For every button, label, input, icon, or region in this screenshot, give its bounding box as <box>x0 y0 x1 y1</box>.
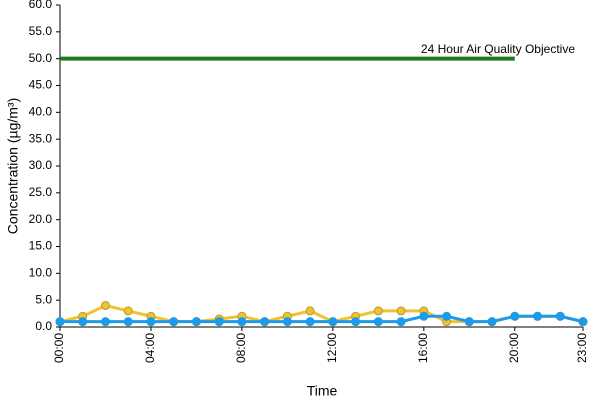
point <box>396 317 406 327</box>
point <box>396 306 406 316</box>
y-tick-label: 40.0 <box>29 105 53 119</box>
point <box>214 317 224 327</box>
point <box>55 317 65 327</box>
x-tick-label: 12:00 <box>325 333 339 363</box>
point <box>123 306 133 316</box>
point <box>282 317 292 327</box>
objective-label: 24 Hour Air Quality Objective <box>421 42 575 56</box>
x-tick-label: 04:00 <box>143 333 157 363</box>
y-tick-label: 5.0 <box>35 292 52 306</box>
y-tick-label: 45.0 <box>29 78 53 92</box>
point <box>533 311 543 321</box>
y-tick-label: 0.0 <box>35 319 52 333</box>
y-axis-label: Concentration (µg/m³) <box>5 98 21 234</box>
y-tick-label: 20.0 <box>29 212 53 226</box>
x-axis-label: Time <box>307 383 338 399</box>
point <box>100 301 110 311</box>
point <box>442 311 452 321</box>
point <box>237 317 247 327</box>
point <box>260 317 270 327</box>
point <box>123 317 133 327</box>
x-tick-label: 20:00 <box>507 333 521 363</box>
point <box>578 317 588 327</box>
point <box>191 317 201 327</box>
point <box>169 317 179 327</box>
point <box>419 311 429 321</box>
y-tick-label: 25.0 <box>29 185 53 199</box>
x-tick-label: 08:00 <box>234 333 248 363</box>
point <box>146 317 156 327</box>
y-tick-label: 15.0 <box>29 239 53 253</box>
point <box>487 317 497 327</box>
point <box>510 311 520 321</box>
point <box>555 311 565 321</box>
point <box>373 306 383 316</box>
point <box>373 317 383 327</box>
point <box>305 306 315 316</box>
x-tick-label: 23:00 <box>575 333 589 363</box>
point <box>305 317 315 327</box>
point <box>328 317 338 327</box>
y-tick-label: 55.0 <box>29 24 53 38</box>
x-tick-label: 16:00 <box>416 333 430 363</box>
point <box>464 317 474 327</box>
point <box>351 317 361 327</box>
y-tick-label: 30.0 <box>29 158 53 172</box>
point <box>78 317 88 327</box>
point <box>100 317 110 327</box>
y-tick-label: 10.0 <box>29 266 53 280</box>
y-tick-label: 50.0 <box>29 51 53 65</box>
y-tick-label: 35.0 <box>29 131 53 145</box>
y-tick-label: 60.0 <box>29 0 53 11</box>
x-tick-label: 00:00 <box>52 333 66 363</box>
